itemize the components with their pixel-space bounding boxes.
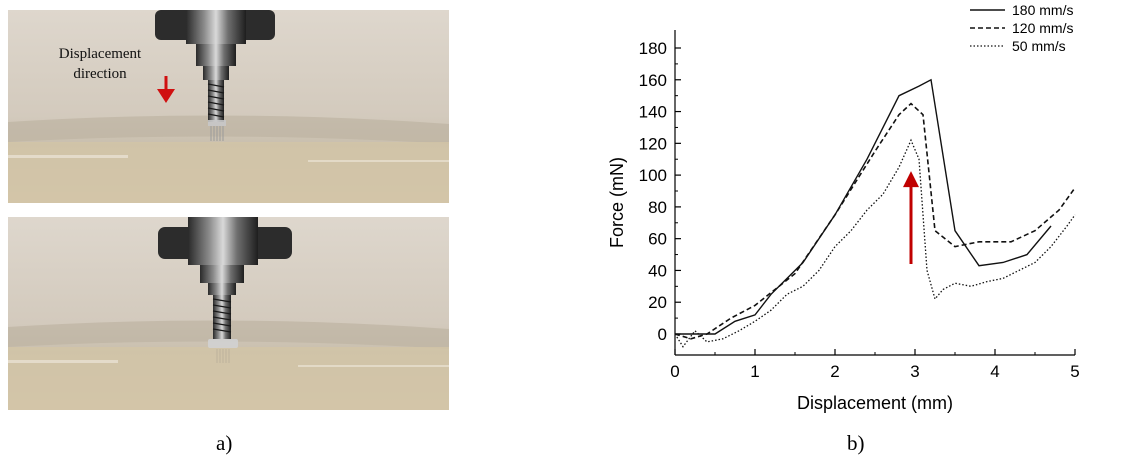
threaded-rod bbox=[212, 295, 232, 339]
series-line-3 bbox=[674, 138, 1076, 348]
annotation-direction: direction bbox=[73, 66, 127, 82]
y-tick-label: 140 bbox=[639, 103, 667, 122]
displacement-arrow-icon bbox=[157, 76, 175, 103]
y-tick-label: 60 bbox=[648, 230, 667, 249]
x-axis-label: Displacement (mm) bbox=[797, 393, 953, 413]
panel-label-b: b) bbox=[847, 431, 865, 455]
y-axis-label: Force (mN) bbox=[607, 157, 627, 248]
x-tick-label: 4 bbox=[990, 362, 999, 381]
series-line-2 bbox=[674, 102, 1076, 340]
y-tick-label: 20 bbox=[648, 293, 667, 312]
y-tick-label: 160 bbox=[639, 71, 667, 90]
legend-label-3: 50 mm/s bbox=[1012, 38, 1066, 54]
threaded-rod bbox=[207, 80, 225, 122]
y-tick-label: 100 bbox=[639, 166, 667, 185]
photo-after-contact bbox=[8, 217, 449, 410]
x-tick-label: 1 bbox=[750, 362, 759, 381]
x-tick-label: 2 bbox=[830, 362, 839, 381]
x-tick-label: 0 bbox=[670, 362, 679, 381]
y-tick-label: 180 bbox=[639, 39, 667, 58]
x-tick-label: 5 bbox=[1070, 362, 1079, 381]
y-tick-label: 80 bbox=[648, 198, 667, 217]
peak-arrow-head-icon bbox=[903, 171, 919, 188]
x-tick-label: 3 bbox=[910, 362, 919, 381]
y-tick-label: 120 bbox=[639, 134, 667, 153]
y-tick-label: 0 bbox=[658, 325, 667, 344]
panel-label-a: a) bbox=[216, 431, 233, 455]
legend-label-1: 180 mm/s bbox=[1012, 2, 1073, 18]
annotation-displacement: Displacement bbox=[59, 46, 142, 62]
photo-before-contact: Displacement direction bbox=[8, 10, 449, 203]
force-displacement-chart: 0 1 2 3 4 5 0 20 40 60 80 100 120 140 160 180 Displaceme… bbox=[607, 2, 1080, 413]
y-tick-label: 40 bbox=[648, 261, 667, 280]
series-line-1 bbox=[675, 78, 1052, 335]
legend-label-2: 120 mm/s bbox=[1012, 20, 1073, 36]
